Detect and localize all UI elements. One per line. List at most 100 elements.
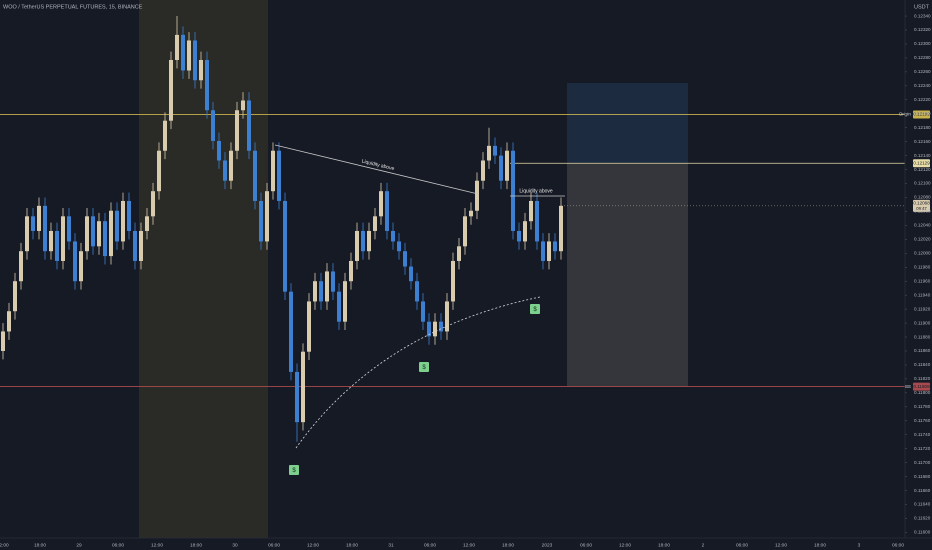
candle-body xyxy=(487,145,491,161)
y-tick-label: 0.12280 xyxy=(914,55,931,60)
candle-body xyxy=(325,271,329,302)
y-tick-label: 0.12000 xyxy=(914,251,931,256)
candle-body xyxy=(199,60,203,81)
x-tick-label: 12:00 xyxy=(619,542,631,548)
x-tick-label: 2 xyxy=(702,542,705,548)
candle-body xyxy=(511,150,515,231)
candle-body xyxy=(37,205,41,231)
candle-body xyxy=(559,205,563,252)
y-tick-label: 0.12340 xyxy=(914,13,931,18)
candle-body xyxy=(61,216,65,261)
x-tick-label: 12:00 xyxy=(775,542,787,548)
x-tick-label: 06:00 xyxy=(580,542,592,548)
candle-body xyxy=(433,321,437,337)
candle-body xyxy=(493,145,497,156)
y-tick-label: 0.11860 xyxy=(914,348,931,353)
candle-body xyxy=(25,216,29,252)
candle-body xyxy=(43,205,47,252)
candle-body xyxy=(145,216,149,231)
x-tick-label: 2:00 xyxy=(0,542,9,548)
candles xyxy=(1,16,563,442)
candle-body xyxy=(229,150,233,181)
candle-body xyxy=(505,150,509,181)
y-tick-label: 0.11700 xyxy=(914,460,931,465)
candle-body xyxy=(409,266,413,282)
y-tick-label: 0.11760 xyxy=(914,418,931,423)
candle-body xyxy=(499,155,503,181)
x-tick-label: 18:00 xyxy=(658,542,670,548)
price-tag-label: 0.12129 xyxy=(913,161,930,166)
candle-body xyxy=(91,216,95,247)
candle-body xyxy=(103,221,107,257)
candle-body xyxy=(121,200,125,242)
candle-body xyxy=(157,150,161,192)
y-tick-label: 0.12300 xyxy=(914,41,931,46)
y-tick-label: 0.12200 xyxy=(914,111,931,116)
candle-body xyxy=(361,230,365,252)
y-tick-label: 0.12040 xyxy=(914,223,931,228)
dashed-curve xyxy=(295,296,541,449)
candle-body xyxy=(31,216,35,231)
candle-body xyxy=(19,251,23,282)
candle-body xyxy=(421,301,425,322)
candle-body xyxy=(169,60,173,121)
candle-body xyxy=(313,281,317,302)
candle-body xyxy=(475,180,479,211)
y-tick-label: 0.11980 xyxy=(914,264,931,269)
x-tick-label: 18:00 xyxy=(34,542,46,548)
y-tick-label: 0.11800 xyxy=(914,390,931,395)
y-tick-label: 0.11900 xyxy=(914,320,931,325)
candle-body xyxy=(451,260,455,302)
candle-body xyxy=(373,216,377,231)
candle-body xyxy=(133,230,137,261)
candle-body xyxy=(55,230,59,261)
price-tag xyxy=(913,199,930,212)
candle-body xyxy=(175,34,179,61)
candle-body xyxy=(415,281,419,302)
y-tick-label: 0.12320 xyxy=(914,27,931,32)
zone xyxy=(567,163,688,387)
y-tick-label: 0.11660 xyxy=(914,488,931,493)
levels: 0.12199Origin0.121290.11809BS0.1206809:4… xyxy=(0,110,930,391)
annotation: $ xyxy=(533,307,537,313)
candle-body xyxy=(547,241,551,261)
candle-body xyxy=(1,331,5,351)
y-tick-label: 0.12160 xyxy=(914,139,931,144)
candle-body xyxy=(427,321,431,337)
candle-body xyxy=(79,251,83,282)
annotation: $ xyxy=(422,365,426,371)
y-tick-label: 0.12080 xyxy=(914,195,931,200)
level-name: BS xyxy=(905,384,911,389)
y-tick-label: 0.11680 xyxy=(914,474,931,479)
dollar-badge xyxy=(289,465,299,475)
candle-body xyxy=(7,311,11,332)
price-tag-label: 0.11809 xyxy=(913,384,930,389)
candle-body xyxy=(205,60,209,111)
y-tick-label: 0.11640 xyxy=(914,502,931,507)
candle-body xyxy=(367,230,371,252)
x-tick-label: 12:00 xyxy=(463,542,475,548)
x-tick-label: 06:00 xyxy=(268,542,280,548)
candle-body xyxy=(139,230,143,261)
liquidity-line xyxy=(274,144,479,195)
candle-body xyxy=(277,150,281,201)
price-tag-label: 0.12068 xyxy=(913,201,930,206)
candle-body xyxy=(187,40,191,71)
x-tick-label: 31 xyxy=(388,542,394,548)
y-tick-label: 0.12120 xyxy=(914,167,931,172)
candle-body xyxy=(403,251,407,267)
candle-body xyxy=(301,351,305,423)
candle-body xyxy=(115,210,119,242)
currency: USDT xyxy=(914,4,930,10)
price-tag xyxy=(913,382,930,391)
candle-body xyxy=(289,291,293,372)
candle-body xyxy=(379,191,383,217)
y-tick-label: 0.12100 xyxy=(914,181,931,186)
candle-body xyxy=(73,241,77,282)
candle-body xyxy=(283,200,287,292)
candle-body xyxy=(397,241,401,252)
y-tick-label: 0.11820 xyxy=(914,376,931,381)
price-tag-label: 0.12199 xyxy=(913,112,930,117)
candle-body xyxy=(463,216,467,247)
candle-body xyxy=(349,260,353,282)
